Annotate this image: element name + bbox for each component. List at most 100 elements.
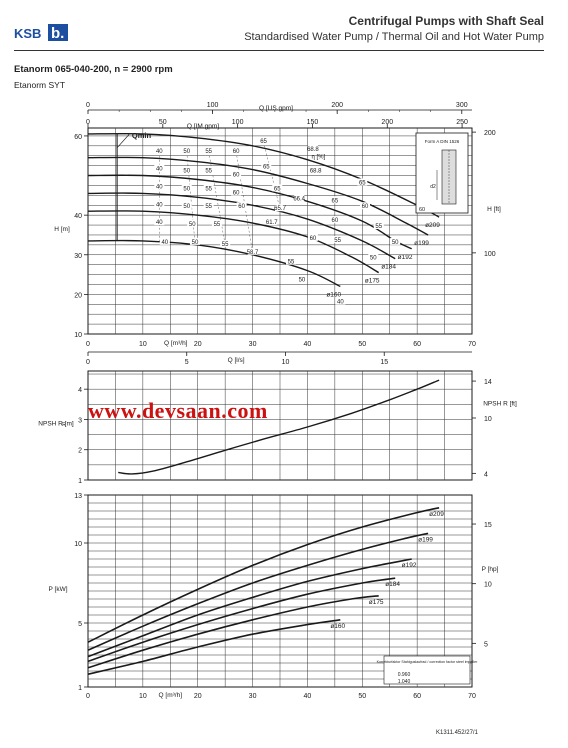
curve-ø175: [87, 210, 380, 274]
efficiency-label: 50: [392, 240, 399, 246]
efficiency-label: 55: [205, 186, 212, 192]
x-tick-label: 10: [139, 341, 147, 348]
y-tick-label: 4: [78, 387, 82, 394]
eta-label-bg: [187, 220, 198, 228]
efficiency-label: 55: [288, 260, 295, 266]
p-x-tick-label: 0: [86, 693, 90, 700]
efficiency-label: 60: [310, 236, 317, 242]
efficiency-label: 50: [183, 186, 190, 192]
eta-label-bg: [285, 257, 296, 265]
inset-value: 60: [419, 207, 425, 213]
eta-label-bg: [258, 136, 269, 144]
efficiency-label: 60: [362, 204, 369, 210]
npsh-subscript: R: [62, 422, 66, 428]
y2-tick-label: 10: [484, 416, 492, 423]
top2-tick-label: 200: [381, 119, 393, 126]
y-tick-label: 1: [78, 685, 82, 692]
efficiency-label: 40: [156, 220, 163, 226]
efficiency-label: 50: [183, 169, 190, 175]
eta-label-bg: [220, 239, 231, 247]
correction-value: 1.040: [398, 679, 411, 685]
eta-label-bg: [189, 237, 200, 245]
x-tick-label: 0: [86, 341, 90, 348]
header-divider: [14, 50, 544, 51]
curve-ø184: [87, 577, 396, 663]
eta-label-bg: [154, 146, 165, 154]
efficiency-label: 65: [260, 139, 267, 145]
y-tick-label: 40: [74, 213, 82, 220]
y2-axis-label: NPSH R [ft]: [483, 401, 517, 408]
efficiency-label: 61.7: [266, 220, 278, 226]
qmin-label: Qmin: [132, 131, 152, 140]
y2-tick-label: 14: [484, 379, 492, 386]
eta-label-bg: [181, 166, 192, 174]
efficiency-label: 40: [161, 240, 168, 246]
curve-ø160: [87, 239, 341, 288]
drawing-code: K1311.452/27/1: [436, 730, 478, 736]
eta-label-bg: [307, 233, 318, 241]
eta-label-bg: [296, 275, 307, 283]
eta-label-bg: [266, 218, 277, 226]
y-tick-label: 1: [78, 478, 82, 485]
eta-label-bg: [231, 188, 242, 196]
curve-ø192: [87, 558, 412, 658]
y-tick-label: 3: [78, 417, 82, 424]
y-tick-label: 60: [74, 134, 82, 141]
top-axis-label: Q [US.gpm]: [259, 105, 293, 112]
curve-label: ø184: [381, 264, 396, 271]
efficiency-label: 55: [205, 204, 212, 210]
eta-label-bg: [310, 166, 321, 174]
y-tick-label: 13: [74, 493, 82, 500]
eta-label-bg: [360, 202, 371, 210]
efficiency-label: 60: [233, 149, 240, 155]
inset-title: Form A DIN 1526: [425, 139, 460, 144]
eta-label-bg: [181, 184, 192, 192]
efficiency-label: 65: [274, 186, 281, 192]
correction-box: [383, 655, 471, 685]
svg-text:b.: b.: [51, 25, 64, 42]
eta-label-bg: [368, 253, 379, 261]
efficiency-label: 55: [205, 149, 212, 155]
efficiency-label: 55: [214, 222, 221, 228]
eta-label-bg: [373, 222, 384, 230]
curve-label: ø184: [385, 581, 400, 588]
qmin-leader: [116, 134, 130, 149]
y-tick-label: 5: [78, 621, 82, 628]
curve-ø160: [87, 619, 341, 675]
x-tick-label: 70: [468, 341, 476, 348]
y-axis-label: H [m]: [54, 226, 70, 233]
ls-tick-label: 5: [185, 359, 189, 366]
curve-ø209: [87, 132, 440, 218]
correction-title: Korrekturfaktor Stahlguslaufrad / correc…: [377, 660, 478, 664]
ls-tick-label: 0: [86, 359, 90, 366]
efficiency-label: 50: [183, 149, 190, 155]
top2-axis-label: Q [IM.gpm]: [187, 123, 219, 130]
eta-label-bg: [329, 196, 340, 204]
eta-label-bg: [307, 144, 318, 152]
eta-label-bg: [203, 202, 214, 210]
p-x-tick-label: 30: [249, 693, 257, 700]
efficiency-label: 60: [233, 190, 240, 196]
efficiency-label: 50: [183, 204, 190, 210]
y-tick-label: 2: [78, 448, 82, 455]
efficiency-isoline: [186, 151, 196, 243]
efficiency-label: 66.4: [293, 196, 305, 202]
p-x-tick-label: 10: [139, 693, 147, 700]
y2-tick-label: 4: [484, 471, 488, 478]
efficiency-label: 40: [337, 299, 344, 305]
ls-tick-label: 15: [380, 359, 388, 366]
eta-label-bg: [203, 184, 214, 192]
y2-tick-label: 100: [484, 251, 496, 258]
curve-label: ø199: [418, 536, 433, 543]
top-tick-label: 0: [86, 102, 90, 109]
eta-label-bg: [261, 162, 272, 170]
watermark: www.devsaan.com: [88, 398, 268, 423]
efficiency-label: 68.8: [310, 169, 322, 175]
eta-label-bg: [329, 216, 340, 224]
efficiency-label: 55: [334, 238, 341, 244]
curve-label: ø199: [414, 240, 429, 247]
top2-tick-label: 50: [159, 119, 167, 126]
curve-label: ø160: [330, 623, 345, 630]
eta-axis-label: η [%]: [312, 155, 326, 161]
top-tick-label: 100: [207, 102, 219, 109]
